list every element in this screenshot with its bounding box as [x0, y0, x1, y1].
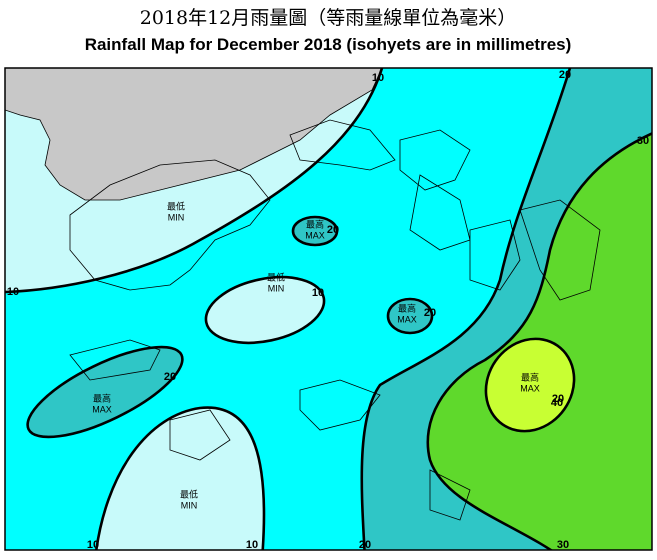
region-label-zh: 最低 — [180, 488, 198, 499]
region-label-zh: 最低 — [167, 200, 185, 211]
isohyet-20 — [360, 68, 572, 550]
isohyet-label: 20 — [327, 224, 339, 236]
isohyet-20 — [386, 297, 434, 335]
coastline — [69, 119, 601, 521]
region-label-en: MIN — [168, 212, 185, 222]
region-label-zh: 最低 — [267, 271, 285, 282]
isohyet-40 — [484, 337, 576, 433]
isohyet-10 — [204, 275, 326, 345]
isohyet-label: 10 — [246, 539, 258, 551]
isohyet-label: 10 — [312, 287, 324, 299]
isohyet-10 — [95, 406, 266, 550]
region-label-en: MAX — [92, 404, 112, 414]
isohyet-label: 20 — [359, 539, 371, 551]
isohyet-20 — [26, 345, 184, 439]
zone-below-10 — [96, 407, 264, 550]
isohyet-label: 20 — [552, 393, 564, 405]
isohyet-label: 10 — [7, 286, 19, 298]
isohyet-label: 10 — [87, 539, 99, 551]
map-frame — [4, 67, 653, 551]
region-label-zh: 最高 — [398, 302, 416, 313]
map-area — [5, 68, 652, 550]
isohyet-label: 20 — [559, 69, 571, 81]
title-zh: 2018年12月雨量圖（等雨量線單位為毫米） — [140, 7, 517, 29]
isohyet-20 — [291, 215, 339, 247]
region-label-en: MAX — [520, 383, 540, 393]
isohyet-label: 40 — [551, 397, 563, 409]
region-label-zh: 最高 — [306, 218, 324, 229]
isohyet-label: 30 — [637, 135, 649, 147]
isohyet-label: 20 — [424, 307, 436, 319]
region-label-zh: 最高 — [93, 392, 111, 403]
isohyet-label: 10 — [372, 72, 384, 84]
region-label-en: MAX — [305, 230, 325, 240]
title-en: Rainfall Map for December 2018 (isohyets… — [85, 35, 572, 54]
mainland — [5, 68, 383, 201]
isohyet-10 — [5, 68, 384, 294]
region-label-en: MIN — [268, 283, 285, 293]
isohyet-label: 30 — [557, 539, 569, 551]
region-label-en: MAX — [397, 314, 417, 324]
isohyet-30 — [426, 132, 652, 550]
region-label-en: MIN — [181, 500, 198, 510]
region-label-zh: 最高 — [521, 371, 539, 382]
isohyet-label: 20 — [164, 371, 176, 383]
